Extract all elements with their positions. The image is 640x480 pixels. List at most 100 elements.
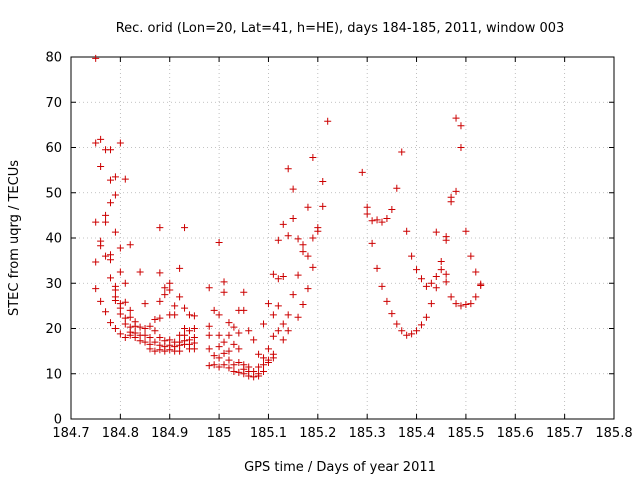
- y-tick-label: 30: [45, 277, 62, 292]
- data-point-plus: [432, 284, 440, 292]
- data-point-plus: [111, 191, 119, 199]
- data-point-plus: [230, 323, 238, 331]
- data-point-plus: [363, 203, 371, 211]
- data-point-plus: [141, 325, 149, 332]
- data-point-plus: [457, 302, 465, 310]
- x-tick-labels: 184.7 184.8 184.9 185 185.1 185.2 185.3 185.4 18…: [52, 426, 632, 441]
- data-point-plus: [368, 217, 376, 225]
- data-point-plus: [264, 345, 272, 353]
- data-point-plus: [309, 234, 317, 242]
- data-point-plus: [121, 334, 129, 342]
- data-point-plus: [452, 114, 460, 122]
- data-point-plus: [432, 272, 440, 280]
- data-point-plus: [151, 327, 159, 335]
- data-point-plus: [181, 325, 189, 332]
- data-point-plus: [462, 227, 470, 235]
- data-point-plus: [176, 293, 184, 301]
- data-point-plus: [225, 347, 233, 355]
- data-point-plus: [255, 363, 263, 371]
- data-point-plus: [304, 285, 312, 293]
- data-point-plus: [279, 272, 287, 280]
- data-point-plus: [299, 241, 307, 249]
- y-axis-label: STEC from uqrg / TECUs: [7, 160, 22, 316]
- data-point-plus: [398, 148, 406, 156]
- data-point-plus: [250, 336, 258, 344]
- data-point-plus: [166, 279, 174, 287]
- data-point-plus: [190, 345, 198, 353]
- data-point-plus: [403, 331, 411, 339]
- data-point-plus: [205, 362, 213, 370]
- data-point-plus: [279, 320, 287, 328]
- y-tick-label: 40: [45, 232, 62, 247]
- data-point-plus: [373, 264, 381, 272]
- y-tick-label: 60: [45, 141, 62, 156]
- data-point-plus: [422, 282, 430, 290]
- data-point-plus: [245, 327, 253, 335]
- data-point-plus: [413, 327, 421, 335]
- chart-title: Rec. orid (Lon=20, Lat=41, h=HE), days 1…: [116, 21, 565, 36]
- data-point-plus: [181, 304, 189, 312]
- data-point-plus: [427, 300, 435, 308]
- data-point-plus: [176, 341, 184, 349]
- data-point-plus: [427, 279, 435, 287]
- data-point-plus: [457, 122, 465, 130]
- data-point-plus: [447, 293, 455, 301]
- data-point-plus: [388, 310, 396, 318]
- data-point-plus: [324, 117, 332, 125]
- data-point-plus: [442, 236, 450, 244]
- data-point-plus: [111, 296, 119, 304]
- x-tick-label: 185.6: [497, 426, 534, 441]
- data-point-plus: [131, 322, 139, 330]
- data-point-plus: [156, 269, 164, 277]
- data-point-plus: [284, 327, 292, 335]
- data-point-plus: [215, 331, 223, 339]
- x-tick-label: 185.4: [398, 426, 435, 441]
- data-point-plus: [156, 314, 164, 322]
- data-point-plus: [220, 288, 228, 296]
- x-tick-label: 185.8: [595, 426, 632, 441]
- data-point-plus: [166, 346, 174, 354]
- data-point-plus: [225, 356, 233, 364]
- data-point-plus: [126, 241, 134, 249]
- data-point-plus: [452, 300, 460, 308]
- data-point-plus: [383, 297, 391, 305]
- data-point-plus: [116, 330, 124, 338]
- x-tick-label: 184.8: [102, 426, 139, 441]
- x-tick-label: 185.2: [299, 426, 336, 441]
- data-point-plus: [185, 311, 193, 319]
- data-point-plus: [205, 331, 213, 339]
- data-point-plus: [210, 361, 218, 369]
- data-point-plus: [363, 210, 371, 218]
- data-point-plus: [136, 337, 144, 345]
- data-point-plus: [235, 345, 243, 353]
- data-point-plus: [141, 338, 149, 346]
- data-point-plus: [274, 302, 282, 310]
- y-tick-label: 50: [45, 186, 62, 201]
- data-point-plus: [141, 331, 149, 339]
- data-point-plus: [97, 242, 105, 250]
- data-point-plus: [102, 218, 110, 226]
- data-point-plus: [284, 232, 292, 240]
- y-tick-label: 80: [45, 51, 62, 66]
- data-point-plus: [294, 235, 302, 243]
- data-point-plus: [457, 144, 465, 151]
- data-point-plus: [121, 298, 129, 306]
- data-point-plus: [92, 285, 100, 293]
- data-point-plus: [102, 211, 110, 219]
- grid-lines: [71, 57, 614, 419]
- data-point-plus: [294, 271, 302, 279]
- data-point-plus: [442, 270, 450, 278]
- data-point-plus: [111, 173, 119, 181]
- data-point-plus: [225, 364, 233, 372]
- data-point-plus: [190, 325, 198, 332]
- data-point-plus: [264, 300, 272, 308]
- data-point-plus: [111, 228, 119, 236]
- y-tick-label: 10: [45, 367, 62, 382]
- data-point-plus: [442, 278, 450, 286]
- data-point-plus: [284, 311, 292, 319]
- data-point-plus: [260, 320, 268, 328]
- data-point-plus: [269, 354, 277, 362]
- data-point-plus: [176, 264, 184, 272]
- data-point-plus: [432, 228, 440, 236]
- data-point-plus: [121, 175, 129, 183]
